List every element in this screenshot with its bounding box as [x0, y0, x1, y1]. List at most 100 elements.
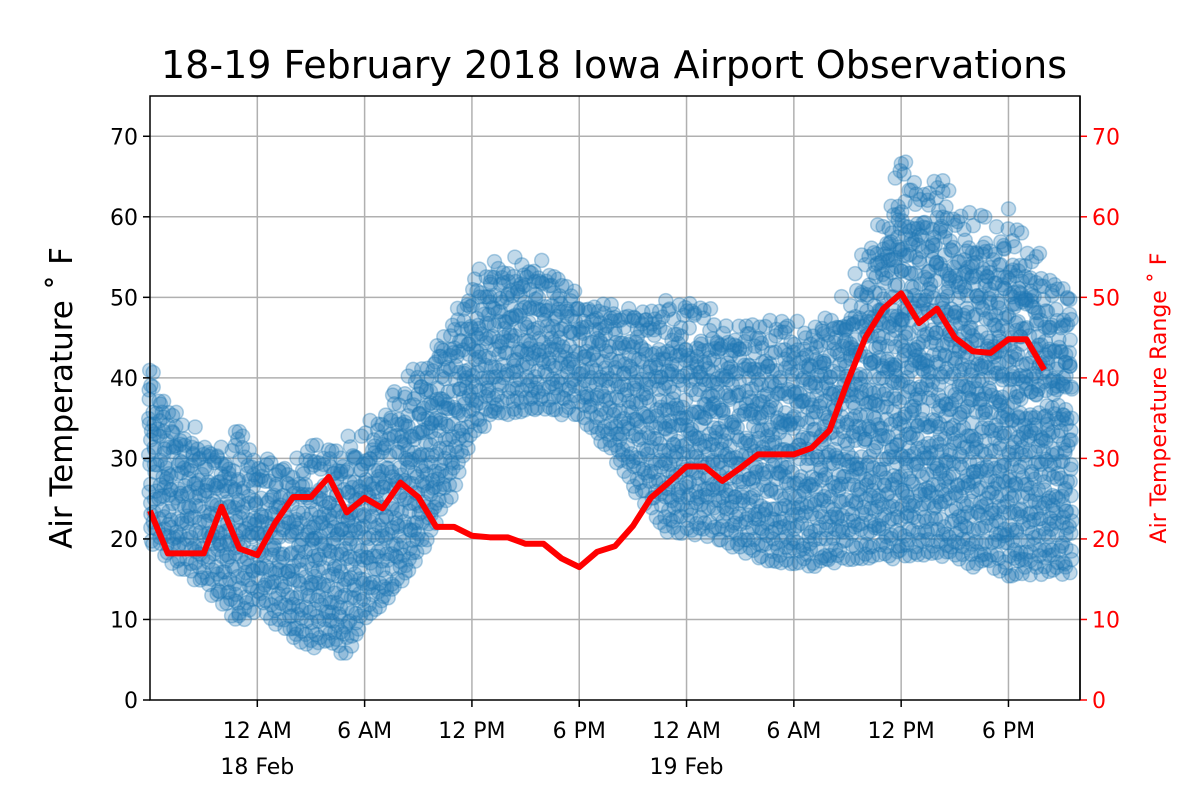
scatter-point	[397, 417, 413, 434]
scatter-point	[342, 613, 358, 629]
scatter-point	[237, 564, 254, 581]
scatter-point	[384, 469, 401, 485]
scatter-point	[378, 437, 395, 454]
scatter-point	[329, 463, 346, 479]
scatter-point	[195, 564, 212, 580]
scatter-point	[702, 301, 719, 317]
scatter-point	[250, 525, 266, 541]
scatter-point	[357, 425, 374, 441]
scatter-point	[250, 471, 266, 487]
scatter-point	[365, 579, 381, 596]
scatter-point	[221, 461, 237, 477]
scatter-point	[143, 377, 159, 394]
scatter-point	[163, 481, 179, 498]
y-tick-label: 50	[110, 286, 138, 311]
scatter-point	[343, 628, 360, 644]
scatter-point	[253, 509, 270, 525]
scatter-point	[271, 529, 288, 545]
scatter-point	[336, 577, 352, 594]
scatter-point	[355, 552, 371, 568]
scatter-point	[196, 446, 212, 463]
scatter-point	[205, 477, 222, 493]
scatter-point	[333, 645, 349, 661]
scatter-point	[533, 252, 550, 269]
scatter-point	[298, 511, 315, 528]
scatter-point	[383, 464, 400, 480]
scatter-point	[380, 526, 396, 543]
scatter-point	[201, 448, 218, 464]
scatter-point	[205, 562, 221, 578]
scatter-point	[201, 576, 217, 593]
scatter-point	[387, 548, 404, 564]
scatter-point	[321, 506, 338, 523]
scatter-point	[374, 436, 390, 453]
scatter-point	[361, 596, 378, 613]
scatter-point	[286, 620, 302, 637]
scatter-point	[177, 437, 193, 453]
scatter-point	[294, 462, 311, 479]
scatter-point	[330, 637, 347, 654]
scatter-point	[244, 591, 261, 608]
scatter-point	[306, 601, 322, 617]
scatter-point	[209, 448, 225, 464]
scatter-point	[188, 497, 204, 514]
scatter-point	[187, 489, 204, 506]
scatter-point	[151, 428, 168, 445]
scatter-point	[333, 609, 349, 625]
scatter-point	[306, 548, 322, 564]
scatter-point	[267, 565, 283, 581]
scatter-point	[158, 470, 175, 487]
scatter-point	[355, 575, 371, 591]
scatter-point	[397, 389, 413, 405]
scatter-point	[200, 554, 216, 570]
scatter-point	[286, 629, 302, 646]
scatter-point	[370, 584, 386, 600]
scatter-point	[169, 465, 186, 482]
scatter-point	[317, 621, 334, 637]
scatter-point	[373, 592, 390, 609]
scatter-point	[186, 476, 202, 492]
scatter-point	[340, 571, 356, 587]
scatter-point	[376, 578, 392, 595]
scatter-point	[344, 479, 361, 496]
scatter-point	[268, 560, 285, 577]
scatter-point	[362, 412, 378, 429]
scatter-point	[163, 468, 179, 484]
scatter-point	[298, 613, 315, 629]
scatter-point	[280, 466, 296, 483]
scatter-point	[312, 629, 328, 646]
scatter-point	[389, 571, 406, 587]
scatter-point	[397, 385, 413, 402]
scatter-point	[148, 483, 164, 499]
scatter-point	[206, 545, 222, 562]
scatter-point	[155, 488, 172, 504]
grid	[150, 96, 1080, 700]
y-tick-label: 10	[110, 608, 138, 633]
x-tick-label: 6 AM	[337, 719, 392, 744]
scatter-point	[258, 593, 274, 609]
scatter-point	[386, 383, 403, 400]
scatter-point	[155, 409, 172, 425]
scatter-point	[318, 604, 334, 620]
scatter-point	[302, 453, 319, 469]
scatter-point	[392, 559, 409, 575]
scatter-point	[357, 471, 374, 488]
scatter-point	[280, 563, 296, 580]
scatter-point	[361, 476, 377, 492]
scatter-point	[258, 558, 275, 575]
scatter-point	[396, 436, 413, 453]
scatter-point	[322, 612, 338, 629]
scatter-point	[386, 578, 402, 595]
scatter-point	[396, 513, 413, 530]
scatter-point	[321, 550, 337, 567]
scatter-point	[340, 484, 356, 500]
scatter-point	[284, 608, 300, 624]
x-tick-label: 6 PM	[982, 719, 1035, 744]
scatter-point	[367, 520, 383, 536]
scatter-point	[212, 584, 228, 600]
scatter-point	[304, 561, 320, 577]
scatter-point	[316, 611, 332, 628]
scatter-point	[155, 423, 172, 440]
scatter-point	[351, 507, 367, 524]
scatter-point	[378, 581, 395, 597]
